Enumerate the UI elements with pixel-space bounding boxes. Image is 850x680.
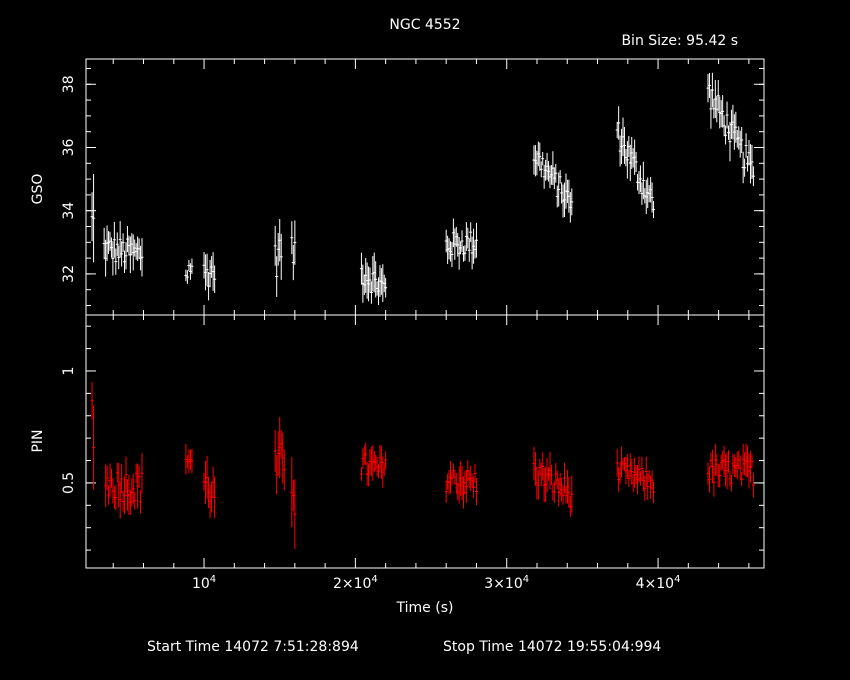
gso-panel: 32 34 36 38	[61, 58, 765, 316]
gso-axis-label: GSO	[30, 174, 46, 205]
y-tick-label: 34	[61, 202, 77, 220]
y-tick-label: 0.5	[61, 472, 77, 494]
x-tick-label: 2×104	[333, 574, 378, 592]
x-axis-ticks: 104 2×104 3×104 4×104	[192, 574, 681, 592]
pin-panel: 0.51	[61, 314, 765, 569]
y-tick-label: 1	[61, 367, 77, 376]
y-tick-label: 36	[61, 139, 77, 157]
pin-data-points	[90, 382, 755, 549]
pin-axis-label: PIN	[30, 429, 46, 452]
y-tick-label: 32	[61, 265, 77, 283]
gso-data-points	[90, 72, 755, 306]
bin-size-label: Bin Size: 95.42 s	[621, 33, 738, 49]
chart-title: NGC 4552	[389, 17, 460, 33]
start-time-text: Start Time 14072 7:51:28:894	[147, 639, 359, 655]
pin-frame	[85, 314, 765, 569]
stop-time-text: Stop Time 14072 19:55:04:994	[443, 639, 661, 655]
x-tick-label: 104	[192, 574, 216, 592]
x-tick-label: 3×104	[484, 574, 529, 592]
x-axis-label: Time (s)	[396, 600, 454, 616]
x-tick-label: 4×104	[636, 574, 681, 592]
y-tick-label: 38	[61, 75, 77, 93]
